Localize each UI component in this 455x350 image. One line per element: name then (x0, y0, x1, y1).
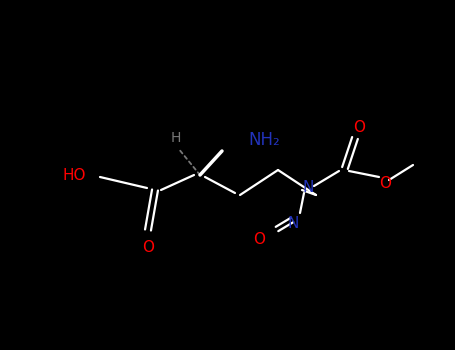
Text: O: O (379, 176, 391, 191)
Text: N: N (287, 217, 298, 231)
Text: HO: HO (62, 168, 86, 182)
Text: NH₂: NH₂ (248, 131, 280, 149)
Text: N: N (302, 181, 313, 196)
Text: O: O (142, 239, 154, 254)
Text: H: H (171, 131, 181, 145)
Text: O: O (353, 120, 365, 135)
Text: O: O (253, 232, 265, 247)
